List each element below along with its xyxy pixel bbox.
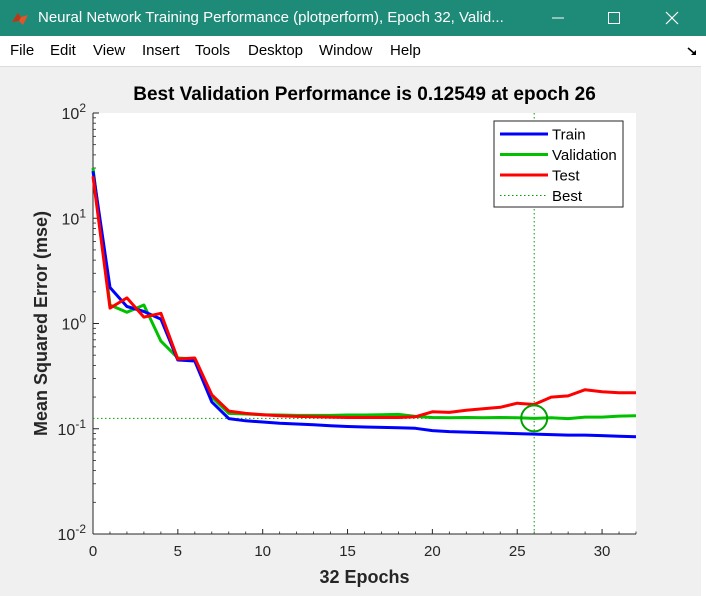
y-tick-base: 10: [62, 317, 80, 334]
menu-tools[interactable]: Tools: [195, 42, 231, 59]
series-line-train[interactable]: [91, 170, 637, 439]
y-tick-exponent: 2: [79, 101, 86, 115]
minimize-icon: [552, 17, 564, 19]
close-icon: [665, 11, 679, 25]
menu-file[interactable]: File: [10, 42, 35, 59]
y-tick-exponent: 0: [79, 312, 86, 326]
close-button[interactable]: [644, 0, 700, 36]
x-tick-label: 30: [594, 543, 611, 560]
matlab-icon: [12, 13, 28, 25]
title-bar: Neural Network Training Performance (plo…: [0, 0, 706, 36]
menu-desktop[interactable]: Desktop: [248, 42, 304, 59]
x-tick-label: 20: [424, 543, 441, 560]
y-tick-label: 10-1: [58, 417, 87, 439]
y-tick-exponent: -1: [75, 417, 86, 431]
performance-plot[interactable]: Best Validation Performance is 0.12549 a…: [1, 67, 701, 595]
maximize-icon: [608, 12, 620, 24]
best-point-marker[interactable]: [520, 404, 549, 433]
y-tick-label: 102: [62, 101, 87, 123]
legend-label: Best: [552, 188, 583, 205]
y-tick-exponent: 1: [79, 206, 86, 220]
y-tick-exponent: -2: [75, 522, 86, 536]
x-tick-label: 0: [89, 543, 97, 560]
y-tick-base: 10: [58, 527, 76, 544]
menu-bar: File Edit View Insert Tools Desktop Wind…: [0, 36, 706, 67]
menu-edit[interactable]: Edit: [50, 42, 76, 59]
x-tick-label: 15: [339, 543, 356, 560]
x-tick-label: 5: [174, 543, 182, 560]
window-edge: [701, 36, 706, 596]
minimize-button[interactable]: [530, 0, 586, 36]
x-axis-label: 32 Epochs: [319, 567, 409, 587]
menu-insert[interactable]: Insert: [142, 42, 180, 59]
y-tick-base: 10: [62, 211, 80, 228]
legend-label: Test: [552, 168, 580, 185]
menu-window[interactable]: Window: [319, 42, 373, 59]
figure-area: Best Validation Performance is 0.12549 a…: [1, 67, 701, 595]
y-axis-label: Mean Squared Error (mse): [31, 211, 51, 436]
legend-label: Train: [552, 127, 586, 144]
legend-label: Validation: [552, 147, 617, 164]
chart-title: Best Validation Performance is 0.12549 a…: [133, 84, 596, 105]
series-line-test[interactable]: [91, 176, 636, 419]
maximize-button[interactable]: [586, 0, 642, 36]
y-tick-label: 10-2: [58, 522, 87, 544]
menu-help[interactable]: Help: [390, 42, 421, 59]
window-title: Neural Network Training Performance (plo…: [38, 9, 504, 26]
y-tick-base: 10: [62, 106, 80, 123]
x-tick-label: 25: [509, 543, 526, 560]
y-tick-label: 101: [62, 206, 87, 228]
x-tick-label: 10: [254, 543, 271, 560]
y-tick-label: 100: [62, 312, 87, 334]
y-tick-base: 10: [58, 422, 76, 439]
dock-arrow-icon[interactable]: [686, 46, 698, 56]
menu-view[interactable]: View: [93, 42, 126, 59]
